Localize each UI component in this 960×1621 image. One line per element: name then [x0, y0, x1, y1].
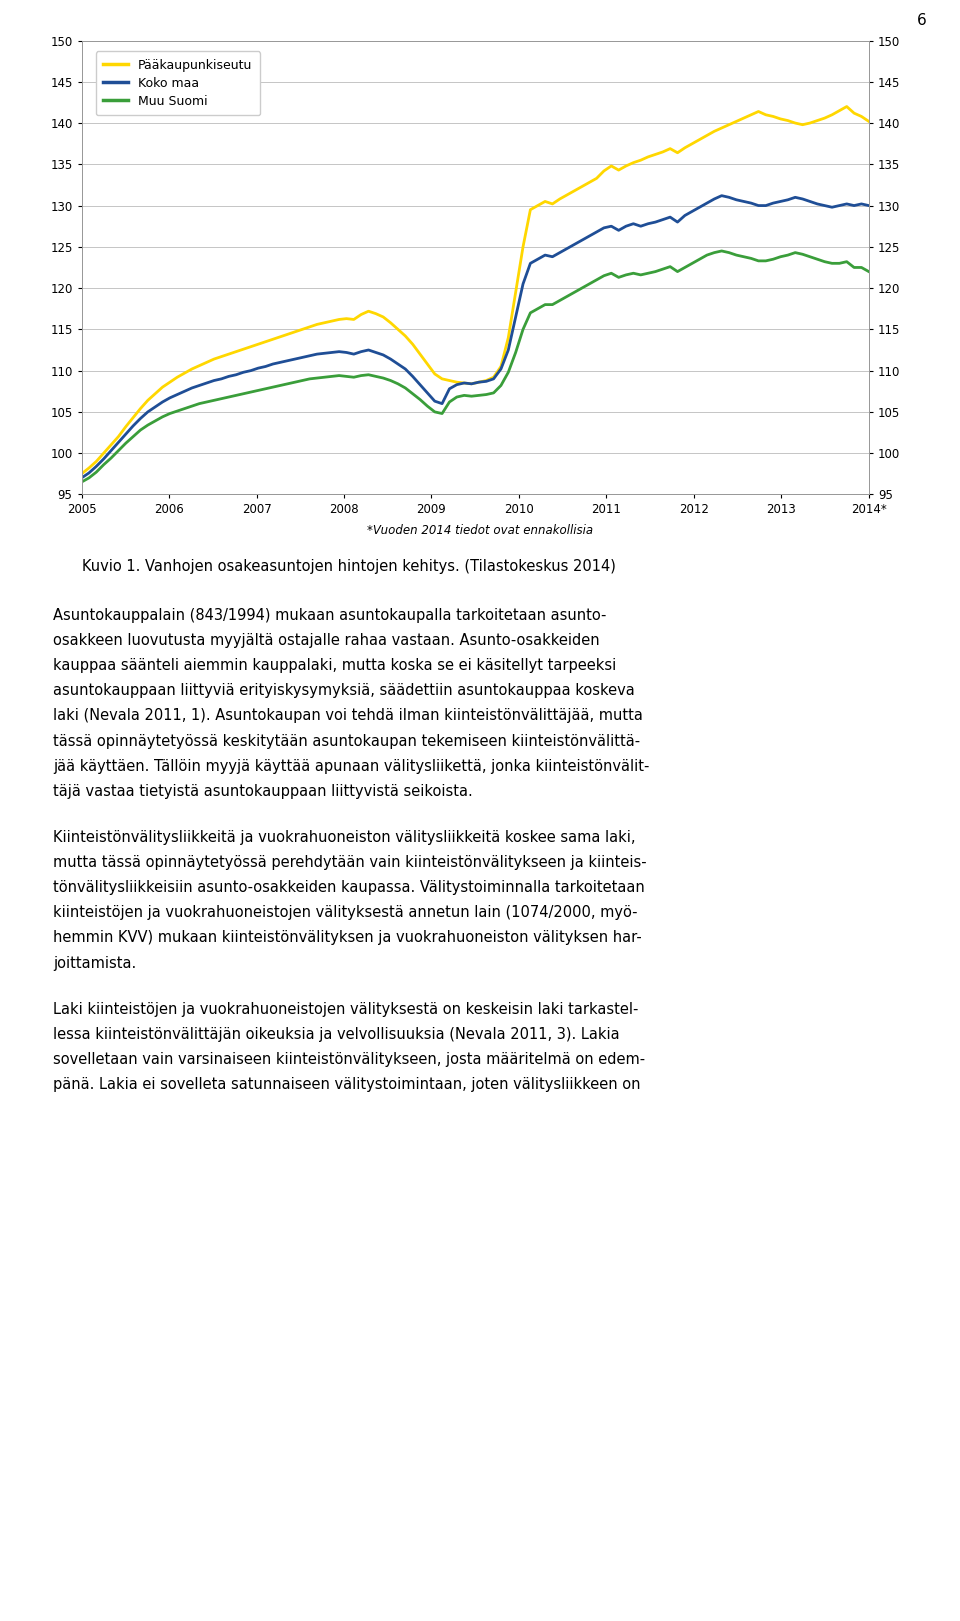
Pääkaupunkiseutu: [156, 378, 168, 397]
Text: sovelletaan vain varsinaiseen kiinteistönvälitykseen, josta määritelmä on edem-: sovelletaan vain varsinaiseen kiinteistö…: [53, 1052, 645, 1067]
Text: *Vuoden 2014 tiedot ovat ennakollisia: *Vuoden 2014 tiedot ovat ennakollisia: [367, 524, 593, 537]
Pääkaupunkiseutu: [841, 97, 852, 117]
Text: täjä vastaa tietyistä asuntokauppaan liittyvistä seikoista.: täjä vastaa tietyistä asuntokauppaan lii…: [53, 783, 472, 799]
Pääkaupunkiseutu: [444, 371, 455, 391]
Pääkaupunkiseutu: [863, 112, 875, 131]
Koko maa: [201, 373, 212, 392]
Muu Suomi: [863, 263, 875, 282]
Koko maa: [760, 196, 772, 216]
Text: tönvälitysliikkeisiin asunto-osakkeiden kaupassa. Välitystoiminnalla tarkoitetaa: tönvälitysliikkeisiin asunto-osakkeiden …: [53, 880, 644, 895]
Text: laki (Nevala 2011, 1). Asuntokaupan voi tehdä ilman kiinteistönvälittäjää, mutta: laki (Nevala 2011, 1). Asuntokaupan voi …: [53, 708, 642, 723]
Text: Kiinteistönvälitysliikkeitä ja vuokrahuoneiston välitysliikkeitä koskee sama lak: Kiinteistönvälitysliikkeitä ja vuokrahuo…: [53, 830, 636, 845]
Koko maa: [855, 195, 867, 214]
Koko maa: [76, 468, 87, 488]
Koko maa: [444, 379, 455, 399]
Line: Muu Suomi: Muu Suomi: [82, 251, 869, 481]
Koko maa: [863, 196, 875, 216]
Legend: Pääkaupunkiseutu, Koko maa, Muu Suomi: Pääkaupunkiseutu, Koko maa, Muu Suomi: [96, 52, 260, 115]
Text: asuntokauppaan liittyviä erityiskysymyksiä, säädettiin asuntokauppaa koskeva: asuntokauppaan liittyviä erityiskysymyks…: [53, 684, 635, 699]
Line: Pääkaupunkiseutu: Pääkaupunkiseutu: [82, 107, 869, 473]
Text: lessa kiinteistönvälittäjän oikeuksia ja velvollisuuksia (Nevala 2011, 3). Lakia: lessa kiinteistönvälittäjän oikeuksia ja…: [53, 1026, 619, 1042]
Text: tässä opinnäytetyössä keskitytään asuntokaupan tekemiseen kiinteistönvälittä-: tässä opinnäytetyössä keskitytään asunto…: [53, 733, 640, 749]
Koko maa: [156, 392, 168, 412]
Muu Suomi: [156, 407, 168, 426]
Muu Suomi: [201, 392, 212, 412]
Pääkaupunkiseutu: [76, 464, 87, 483]
Pääkaupunkiseutu: [201, 353, 212, 373]
Text: joittamista.: joittamista.: [53, 955, 136, 971]
Text: Laki kiinteistöjen ja vuokrahuoneistojen välityksestä on keskeisin laki tarkaste: Laki kiinteistöjen ja vuokrahuoneistojen…: [53, 1002, 638, 1016]
Muu Suomi: [444, 392, 455, 412]
Text: jää käyttäen. Tällöin myyjä käyttää apunaan välitysliikettä, jonka kiinteistönvä: jää käyttäen. Tällöin myyjä käyttää apun…: [53, 759, 649, 773]
Text: Asuntokauppalain (843/1994) mukaan asuntokaupalla tarkoitetaan asunto-: Asuntokauppalain (843/1994) mukaan asunt…: [53, 608, 606, 622]
Muu Suomi: [760, 251, 772, 271]
Text: 6: 6: [917, 13, 926, 28]
Muu Suomi: [701, 245, 712, 264]
Pääkaupunkiseutu: [701, 126, 712, 146]
Line: Koko maa: Koko maa: [82, 196, 869, 478]
Text: kiinteistöjen ja vuokrahuoneistojen välityksestä annetun lain (1074/2000, myö-: kiinteistöjen ja vuokrahuoneistojen väli…: [53, 905, 637, 921]
Pääkaupunkiseutu: [855, 107, 867, 126]
Text: mutta tässä opinnäytetyössä perehdytään vain kiinteistönvälitykseen ja kiinteis-: mutta tässä opinnäytetyössä perehdytään …: [53, 854, 646, 870]
Text: Kuvio 1. Vanhojen osakeasuntojen hintojen kehitys. (Tilastokeskus 2014): Kuvio 1. Vanhojen osakeasuntojen hintoje…: [82, 559, 615, 574]
Muu Suomi: [76, 472, 87, 491]
Muu Suomi: [855, 258, 867, 277]
Text: pänä. Lakia ei sovelleta satunnaiseen välitystoimintaan, joten välitysliikkeen o: pänä. Lakia ei sovelleta satunnaiseen vä…: [53, 1076, 640, 1093]
Text: osakkeen luovutusta myyjältä ostajalle rahaa vastaan. Asunto-osakkeiden: osakkeen luovutusta myyjältä ostajalle r…: [53, 634, 599, 648]
Pääkaupunkiseutu: [753, 102, 764, 122]
Koko maa: [701, 193, 712, 212]
Text: kauppaa säänteli aiemmin kauppalaki, mutta koska se ei käsitellyt tarpeeksi: kauppaa säänteli aiemmin kauppalaki, mut…: [53, 658, 616, 673]
Muu Suomi: [716, 242, 728, 261]
Text: hemmin KVV) mukaan kiinteistönvälityksen ja vuokrahuoneiston välityksen har-: hemmin KVV) mukaan kiinteistönvälityksen…: [53, 930, 641, 945]
Koko maa: [716, 186, 728, 206]
